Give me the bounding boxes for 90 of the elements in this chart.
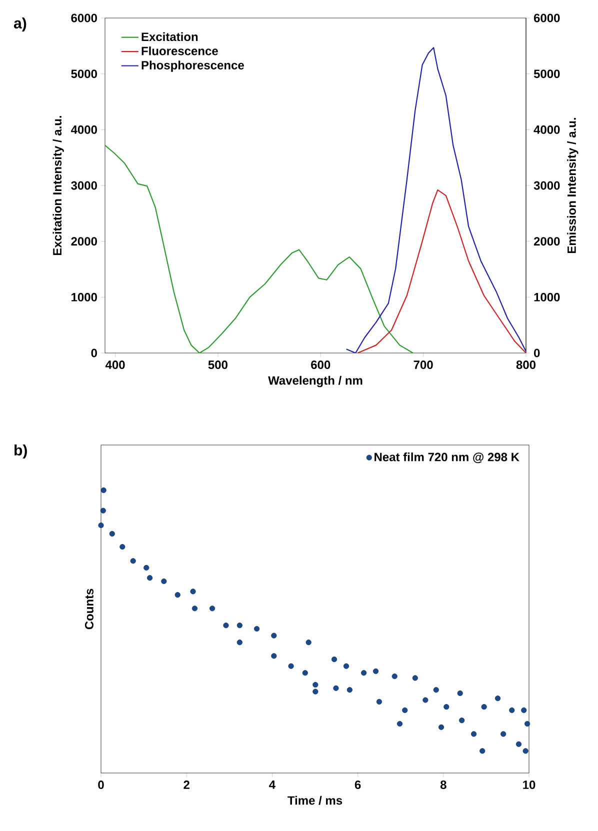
point (146, 575, 153, 581)
point (223, 622, 229, 628)
point (516, 741, 522, 747)
y2-tick-label: 3000 (534, 181, 560, 190)
point (376, 698, 382, 705)
point (444, 704, 450, 710)
point (174, 592, 180, 598)
point (481, 704, 487, 710)
point (120, 544, 126, 550)
y2-tick-label: 6000 (534, 14, 560, 22)
point (271, 632, 277, 638)
point (459, 718, 465, 724)
point (457, 690, 463, 696)
point (98, 522, 104, 528)
point (236, 622, 242, 628)
point (109, 530, 115, 537)
x-tick-label: 400 (105, 360, 125, 370)
y2-tick-label: 1000 (534, 292, 560, 302)
point (521, 707, 527, 714)
x-tick-label: 800 (516, 360, 536, 370)
point (422, 697, 428, 703)
point (346, 687, 352, 693)
point (470, 731, 477, 737)
point (494, 696, 501, 702)
y2-tick-label: 0 (534, 348, 540, 358)
point (130, 558, 136, 564)
line-series (105, 144, 414, 353)
x-tick-label: 700 (414, 360, 433, 370)
line-series (346, 47, 526, 353)
point (144, 564, 150, 571)
y2-axis-title: Emission Intensity / a.u. (567, 118, 578, 254)
point (343, 663, 350, 669)
point (209, 606, 216, 612)
y-tick-label: 2000 (71, 237, 97, 246)
x-axis-title: Wavelength / nm (268, 376, 362, 388)
point (480, 748, 486, 754)
point (522, 748, 528, 754)
point (192, 606, 198, 612)
legend-label: Excitation (142, 32, 198, 42)
y-tick-label: 4000 (70, 125, 97, 134)
chart-title: b) (14, 444, 27, 459)
y2-tick-label: 4000 (534, 125, 560, 134)
line-series (357, 189, 526, 353)
point (402, 707, 408, 714)
point (331, 656, 338, 662)
y2-tick-label: 2000 (534, 237, 560, 246)
x-tick-label: 600 (311, 360, 330, 370)
point (433, 687, 439, 693)
point (302, 670, 308, 676)
point (100, 487, 106, 494)
point (500, 731, 506, 737)
point (288, 663, 294, 669)
x-tick-label: 0 (98, 780, 104, 790)
x-tick-label: 2 (184, 780, 190, 789)
y2-tick-label: 5000 (534, 70, 560, 78)
x-tick-label: 4 (269, 780, 276, 789)
x-tick-label: 500 (208, 360, 228, 370)
chart-title: a) (14, 18, 26, 32)
point (509, 707, 515, 714)
point (438, 724, 444, 730)
y-tick-label: 0 (91, 348, 97, 358)
point (254, 626, 260, 632)
point (190, 588, 196, 594)
point (236, 640, 242, 646)
point (392, 673, 398, 680)
x-tick-label: 10 (523, 780, 536, 790)
point (360, 670, 367, 676)
point (271, 653, 277, 659)
point (333, 685, 339, 691)
legend-label: Neat film 720 nm @ 298 K (374, 452, 520, 464)
point (312, 688, 318, 694)
legend-label: Fluorescence (142, 46, 218, 56)
y-axis-title: Excitation Intensity / a.u. (52, 116, 64, 256)
x-axis-title: Time / ms (288, 796, 342, 805)
point (396, 721, 403, 727)
legend-label: Phosphorescence (142, 60, 244, 72)
y-tick-label: 5000 (71, 70, 97, 78)
point (312, 682, 318, 688)
x-tick-label: 6 (354, 780, 361, 790)
point (412, 675, 418, 681)
y-axis-title: Counts (84, 588, 94, 630)
x-tick-label: 8 (440, 780, 446, 790)
point (524, 721, 530, 727)
point (306, 640, 312, 646)
y-tick-label: 3000 (71, 181, 97, 190)
point (161, 578, 167, 584)
y-tick-label: 6000 (71, 14, 97, 22)
y-tick-label: 1000 (72, 292, 97, 302)
point (100, 508, 106, 514)
point (372, 668, 379, 674)
